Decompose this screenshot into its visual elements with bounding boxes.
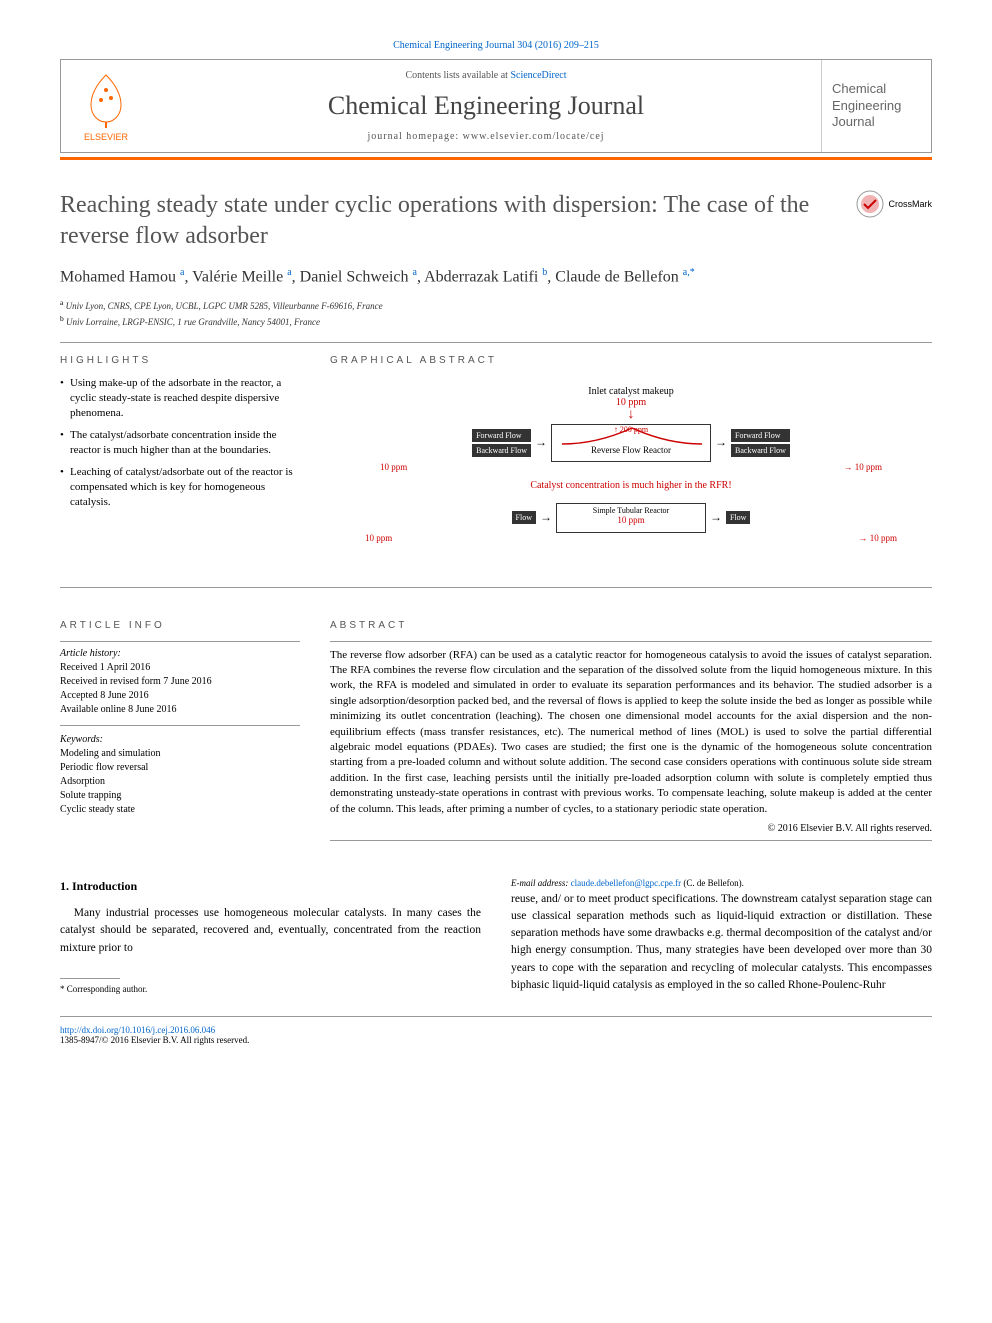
article-title: Reaching steady state under cyclic opera… xyxy=(60,190,836,252)
simple-reactor-label: Simple Tubular Reactor xyxy=(557,506,705,515)
doi-link[interactable]: http://dx.doi.org/10.1016/j.cej.2016.06.… xyxy=(60,1025,215,1035)
graphical-abstract-heading: GRAPHICAL ABSTRACT xyxy=(330,355,932,366)
rule xyxy=(330,840,932,841)
abstract-block: ABSTRACT The reverse flow adsorber (RFA)… xyxy=(330,620,932,841)
keyword-line: Periodic flow reversal xyxy=(60,761,300,775)
journal-name: Chemical Engineering Journal xyxy=(171,91,801,121)
arrow-right-icon: → xyxy=(710,510,722,525)
keyword-line: Adsorption xyxy=(60,775,300,789)
highlights-heading: HIGHLIGHTS xyxy=(60,355,300,366)
keyword-line: Cyclic steady state xyxy=(60,803,300,817)
keywords-heading: Keywords: xyxy=(60,734,300,745)
history-line: Available online 8 June 2016 xyxy=(60,703,300,717)
homepage-line: journal homepage: www.elsevier.com/locat… xyxy=(171,131,801,142)
highlight-item: Leaching of catalyst/adsorbate out of th… xyxy=(60,465,300,511)
homepage-url[interactable]: www.elsevier.com/locate/cej xyxy=(463,131,605,142)
graphical-abstract-block: GRAPHICAL ABSTRACT Inlet catalyst makeup… xyxy=(330,355,932,555)
highlight-item: The catalyst/adsorbate concentration ins… xyxy=(60,428,300,459)
article-info-heading: ARTICLE INFO xyxy=(60,620,300,631)
ga-inlet-label: Inlet catalyst makeup xyxy=(330,386,932,397)
rule xyxy=(60,725,300,726)
rule xyxy=(60,342,932,343)
page-footer: http://dx.doi.org/10.1016/j.cej.2016.06.… xyxy=(60,1016,932,1045)
contents-prefix: Contents lists available at xyxy=(405,70,510,81)
journal-masthead: ELSEVIER Contents lists available at Sci… xyxy=(60,59,932,153)
ppm-right: → 10 ppm xyxy=(843,462,882,472)
abstract-text: The reverse flow adsorber (RFA) can be u… xyxy=(330,648,932,817)
intro-para-2: reuse, and/ or to meet product specifica… xyxy=(511,891,932,995)
publisher-name: ELSEVIER xyxy=(84,132,128,142)
crossmark-badge[interactable]: CrossMark xyxy=(856,190,932,218)
peak-ppm: ↑ 200 ppm xyxy=(614,425,648,434)
elsevier-tree-icon xyxy=(76,70,136,130)
flow-label-right: Flow xyxy=(726,511,750,524)
flow-backward-left: Backward Flow xyxy=(472,444,531,457)
rule xyxy=(330,641,932,642)
flow-forward-left: Forward Flow xyxy=(472,429,531,442)
contents-line: Contents lists available at ScienceDirec… xyxy=(171,70,801,81)
rule xyxy=(60,641,300,642)
arrow-right-icon: → xyxy=(540,510,552,525)
masthead-center: Contents lists available at ScienceDirec… xyxy=(151,60,821,152)
down-arrow-icon: ↓ xyxy=(330,408,932,422)
rule xyxy=(60,587,932,588)
flow-forward-right: Forward Flow xyxy=(731,429,790,442)
ppm-left: 10 ppm xyxy=(380,462,407,472)
article-info-block: ARTICLE INFO Article history: Received 1… xyxy=(60,620,300,817)
publisher-logo-block: ELSEVIER xyxy=(61,60,151,152)
keyword-line: Solute trapping xyxy=(60,789,300,803)
arrow-right-icon: → xyxy=(715,435,727,450)
keyword-lines: Modeling and simulationPeriodic flow rev… xyxy=(60,747,300,817)
abstract-heading: ABSTRACT xyxy=(330,620,932,631)
introduction-heading: 1. Introduction xyxy=(60,877,481,895)
affiliation-line: a Univ Lyon, CNRS, CPE Lyon, UCBL, LGPC … xyxy=(60,297,932,314)
history-heading: Article history: xyxy=(60,648,300,659)
author-list: Mohamed Hamou a, Valérie Meille a, Danie… xyxy=(60,267,932,286)
email-suffix: (C. de Bellefon). xyxy=(681,878,744,888)
intro-para-1: Many industrial processes use homogeneou… xyxy=(60,905,481,957)
short-rule xyxy=(60,978,120,979)
highlights-list: Using make-up of the adsorbate in the re… xyxy=(60,376,300,511)
crossmark-icon xyxy=(856,190,884,218)
simple-ppm-left: 10 ppm xyxy=(365,533,392,543)
keyword-line: Modeling and simulation xyxy=(60,747,300,761)
cover-line3: Journal xyxy=(832,114,921,131)
history-lines: Received 1 April 2016Received in revised… xyxy=(60,661,300,717)
highlights-block: HIGHLIGHTS Using make-up of the adsorbat… xyxy=(60,355,300,511)
rfr-box: ↑ 200 ppm Reverse Flow Reactor xyxy=(551,424,711,462)
issn-copyright: 1385-8947/© 2016 Elsevier B.V. All right… xyxy=(60,1035,932,1045)
abstract-copyright: © 2016 Elsevier B.V. All rights reserved… xyxy=(330,823,932,834)
introduction-section: 1. Introduction Many industrial processe… xyxy=(60,877,932,996)
history-line: Accepted 8 June 2016 xyxy=(60,689,300,703)
homepage-prefix: journal homepage: xyxy=(367,131,462,142)
flow-label-left: Flow xyxy=(512,511,536,524)
corresponding-email[interactable]: claude.debellefon@lgpc.cpe.fr xyxy=(571,878,681,888)
arrow-right-icon: → xyxy=(535,435,547,450)
simple-ppm-right: → 10 ppm xyxy=(858,533,897,543)
orange-divider xyxy=(60,157,932,160)
highlight-item: Using make-up of the adsorbate in the re… xyxy=(60,376,300,422)
simple-reactor-ppm: 10 ppm xyxy=(557,515,705,525)
history-line: Received in revised form 7 June 2016 xyxy=(60,675,300,689)
flow-backward-right: Backward Flow xyxy=(731,444,790,457)
simple-reactor-box: Simple Tubular Reactor 10 ppm xyxy=(556,503,706,533)
sciencedirect-link[interactable]: ScienceDirect xyxy=(510,70,566,81)
ga-caption: Catalyst concentration is much higher in… xyxy=(330,480,932,491)
journal-cover-thumb: Chemical Engineering Journal xyxy=(821,60,931,152)
email-label: E-mail address: xyxy=(511,878,571,888)
corresponding-star: * Corresponding author. xyxy=(60,983,481,997)
cover-line2: Engineering xyxy=(832,98,921,115)
rfr-label: Reverse Flow Reactor xyxy=(591,445,671,455)
history-line: Received 1 April 2016 xyxy=(60,661,300,675)
cover-line1: Chemical xyxy=(832,81,921,98)
crossmark-label: CrossMark xyxy=(888,199,932,209)
top-citation: Chemical Engineering Journal 304 (2016) … xyxy=(60,40,932,51)
affiliation-line: b Univ Lorraine, LRGP-ENSIC, 1 rue Grand… xyxy=(60,313,932,330)
graphical-abstract-diagram: Inlet catalyst makeup 10 ppm ↓ Forward F… xyxy=(330,376,932,555)
affiliations: a Univ Lyon, CNRS, CPE Lyon, UCBL, LGPC … xyxy=(60,297,932,330)
